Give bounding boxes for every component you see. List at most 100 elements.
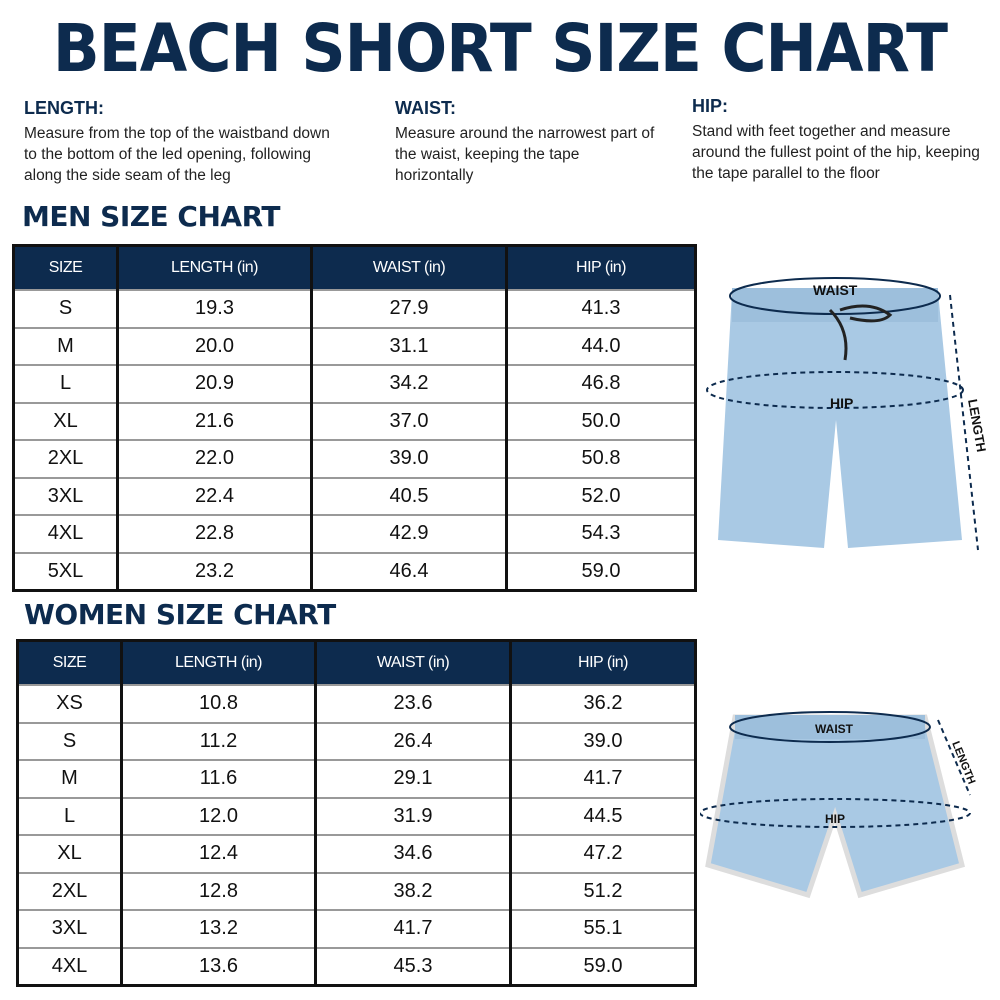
table-cell: 11.6 <box>120 759 316 798</box>
table-cell: 52.0 <box>505 476 696 515</box>
men-size-table: SIZE LENGTH (in) WAIST (in) HIP (in) S 19.3 27… <box>12 244 697 592</box>
table-row: XL 21.6 37.0 50.0 <box>13 401 696 440</box>
drawstring <box>828 304 893 361</box>
table-cell: M <box>13 326 118 365</box>
men-shorts-shape <box>718 292 962 548</box>
men-chart-title: MEN SIZE CHART <box>22 200 281 233</box>
men-shorts-diagram: WAIST HIP LENGTH <box>706 277 989 551</box>
table-cell: 46.4 <box>310 551 507 591</box>
header-row: SIZE LENGTH (in) WAIST (in) HIP (in) <box>13 245 696 290</box>
waist-label: WAIST <box>813 282 858 298</box>
women-size-table: SIZE LENGTH (in) WAIST (in) HIP (in) XS 10.8 2… <box>16 639 697 987</box>
table-cell: 47.2 <box>509 834 696 873</box>
table-cell: 55.1 <box>509 909 696 948</box>
table-row: L 12.0 31.9 44.5 <box>17 796 696 835</box>
table-cell: XS <box>17 684 122 723</box>
table-cell: 22.0 <box>116 439 312 478</box>
table-cell: 13.6 <box>120 946 316 986</box>
table-cell: 27.9 <box>310 289 507 328</box>
table-cell: 26.4 <box>314 721 511 760</box>
table-cell: 12.4 <box>120 834 316 873</box>
table-cell: 4XL <box>13 514 118 553</box>
table-cell: 50.0 <box>505 401 696 440</box>
table-cell: 51.2 <box>509 871 696 910</box>
table-cell: L <box>13 364 118 403</box>
table-cell: 39.0 <box>310 439 507 478</box>
table-cell: 22.4 <box>116 476 312 515</box>
table-cell: 13.2 <box>120 909 316 948</box>
table-cell: 38.2 <box>314 871 511 910</box>
hip-measure-line <box>706 371 964 409</box>
table-row: 5XL 23.2 46.4 59.0 <box>13 551 696 591</box>
table-row: 2XL 22.0 39.0 50.8 <box>13 439 696 478</box>
table-row: M 20.0 31.1 44.0 <box>13 326 696 365</box>
table-cell: 37.0 <box>310 401 507 440</box>
table-row: 4XL 22.8 42.9 54.3 <box>13 514 696 553</box>
table-cell: 3XL <box>13 476 118 515</box>
table-row: XS 10.8 23.6 36.2 <box>17 684 696 723</box>
table-cell: 39.0 <box>509 721 696 760</box>
table-cell: 41.7 <box>509 759 696 798</box>
table-cell: 46.8 <box>505 364 696 403</box>
table-cell: 22.8 <box>116 514 312 553</box>
table-row: 2XL 12.8 38.2 51.2 <box>17 871 696 910</box>
hip-heading: HIP: <box>692 96 728 116</box>
table-cell: 41.3 <box>505 289 696 328</box>
waist-heading: WAIST: <box>395 98 456 118</box>
table-cell: 23.2 <box>116 551 312 591</box>
table-cell: 21.6 <box>116 401 312 440</box>
column-header: WAIST (in) <box>310 245 507 290</box>
table-cell: 59.0 <box>509 946 696 986</box>
table-row: L 20.9 34.2 46.8 <box>13 364 696 403</box>
column-header: WAIST (in) <box>314 640 511 685</box>
table-cell: 50.8 <box>505 439 696 478</box>
length-label: LENGTH <box>965 398 989 453</box>
hip-description: HIP: Stand with feet together and measur… <box>692 96 992 184</box>
table-cell: M <box>17 759 122 798</box>
women-hip-label: HIP <box>825 812 845 826</box>
table-cell: 54.3 <box>505 514 696 553</box>
column-header: SIZE <box>17 640 122 685</box>
column-header: HIP (in) <box>505 245 696 290</box>
column-header: LENGTH (in) <box>120 640 316 685</box>
table-cell: 36.2 <box>509 684 696 723</box>
page-title: BEACH SHORT SIZE CHART <box>52 10 948 87</box>
table-row: S 11.2 26.4 39.0 <box>17 721 696 760</box>
length-measure-line <box>949 294 979 551</box>
table-cell: S <box>17 721 122 760</box>
hip-text: Stand with feet together and measure aro… <box>692 123 980 182</box>
column-header: SIZE <box>13 245 118 290</box>
length-description: LENGTH: Measure from the top of the wais… <box>24 98 344 186</box>
table-row: XL 12.4 34.6 47.2 <box>17 834 696 873</box>
table-cell: 12.8 <box>120 871 316 910</box>
women-shorts-shape <box>705 714 966 899</box>
table-row: 3XL 13.2 41.7 55.1 <box>17 909 696 948</box>
table-cell: 42.9 <box>310 514 507 553</box>
table-cell: 34.2 <box>310 364 507 403</box>
table-row: 4XL 13.6 45.3 59.0 <box>17 946 696 986</box>
table-row: M 11.6 29.1 41.7 <box>17 759 696 798</box>
hip-label: HIP <box>830 395 853 411</box>
table-cell: XL <box>13 401 118 440</box>
women-shorts-diagram: WAIST HIP LENGTH <box>700 711 977 899</box>
table-cell: 40.5 <box>310 476 507 515</box>
table-cell: 2XL <box>17 871 122 910</box>
waist-text: Measure around the narrowest part of the… <box>395 125 655 184</box>
waist-description: WAIST: Measure around the narrowest part… <box>395 98 655 186</box>
table-cell: 5XL <box>13 551 118 591</box>
table-cell: 2XL <box>13 439 118 478</box>
table-row: 3XL 22.4 40.5 52.0 <box>13 476 696 515</box>
table-cell: 44.0 <box>505 326 696 365</box>
column-header: HIP (in) <box>509 640 696 685</box>
table-row: S 19.3 27.9 41.3 <box>13 289 696 328</box>
table-cell: 59.0 <box>505 551 696 591</box>
table-cell: 31.9 <box>314 796 511 835</box>
table-cell: 23.6 <box>314 684 511 723</box>
table-cell: 31.1 <box>310 326 507 365</box>
table-cell: 45.3 <box>314 946 511 986</box>
table-cell: 12.0 <box>120 796 316 835</box>
table-cell: 3XL <box>17 909 122 948</box>
table-cell: L <box>17 796 122 835</box>
length-text: Measure from the top of the waistband do… <box>24 125 330 184</box>
table-cell: 19.3 <box>116 289 312 328</box>
